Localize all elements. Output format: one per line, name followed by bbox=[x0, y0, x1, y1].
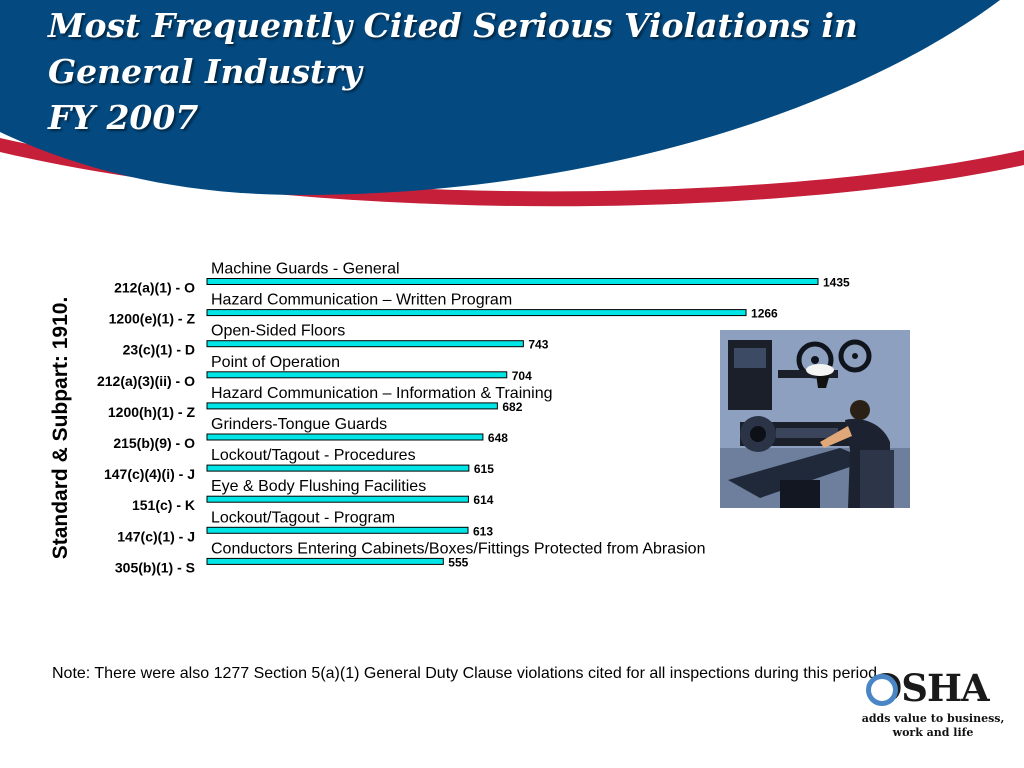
logo-tagline-line-2: work and life bbox=[892, 726, 974, 739]
bar bbox=[206, 340, 524, 348]
category-label: 147(c)(1) - J bbox=[117, 528, 195, 544]
page-title-line-1: Most Frequently Cited Serious Violations… bbox=[48, 6, 858, 45]
data-label: 1266 bbox=[751, 307, 778, 321]
bar bbox=[206, 309, 747, 317]
bar bbox=[206, 464, 470, 472]
bar bbox=[206, 278, 819, 285]
data-label: 682 bbox=[502, 400, 522, 414]
machinist-illustration bbox=[720, 330, 910, 508]
bar-description: Open-Sided Floors bbox=[211, 323, 345, 340]
bar-description: Point of Operation bbox=[211, 354, 340, 371]
violations-bar-chart: Machine Guards - General 1435 212(a)(1) - … bbox=[97, 261, 850, 576]
logo-tagline-line-1: adds value to business, bbox=[861, 712, 1005, 725]
bar bbox=[206, 433, 484, 441]
bar-description: Eye & Body Flushing Facilities bbox=[211, 478, 426, 495]
bar bbox=[206, 526, 469, 534]
bar-description: Grinders-Tongue Guards bbox=[211, 416, 387, 433]
osha-logo: OSHA adds value to business, work and li… bbox=[860, 668, 1010, 748]
category-label: 1200(h)(1) - Z bbox=[108, 404, 196, 420]
category-label: 212(a)(3)(ii) - O bbox=[97, 373, 195, 389]
category-label: 147(c)(4)(i) - J bbox=[104, 466, 195, 482]
bar-description: Hazard Communication – Written Program bbox=[211, 292, 512, 309]
bar-description: Machine Guards - General bbox=[211, 261, 400, 278]
category-label: 215(b)(9) - O bbox=[113, 435, 195, 451]
logo-ring-icon bbox=[866, 674, 898, 706]
data-label: 615 bbox=[474, 462, 494, 476]
data-label: 555 bbox=[448, 555, 468, 569]
data-label: 648 bbox=[488, 431, 508, 445]
bar bbox=[206, 495, 469, 503]
data-label: 613 bbox=[473, 524, 493, 538]
bar-description: Hazard Communication – Information & Tra… bbox=[211, 385, 553, 402]
logo-tagline: adds value to business, work and life bbox=[860, 712, 1006, 740]
data-label: 743 bbox=[528, 338, 548, 352]
bar bbox=[206, 402, 498, 410]
category-label: 1200(e)(1) - Z bbox=[109, 311, 196, 327]
header-blue-field bbox=[0, 0, 1000, 195]
bar-description: Lockout/Tagout - Procedures bbox=[211, 447, 416, 464]
bar bbox=[206, 557, 444, 565]
category-label: 212(a)(1) - O bbox=[114, 280, 195, 296]
category-label: 305(b)(1) - S bbox=[115, 559, 195, 575]
category-label: 23(c)(1) - D bbox=[123, 342, 195, 358]
header-banner bbox=[0, 0, 1024, 207]
data-label: 1435 bbox=[823, 276, 850, 290]
data-label: 614 bbox=[473, 493, 493, 507]
y-axis-label: Standard & Subpart: 1910. bbox=[49, 296, 72, 560]
page-title-line-2: General Industry bbox=[48, 52, 362, 91]
bar-description: Lockout/Tagout - Program bbox=[211, 509, 395, 526]
footnote: Note: There were also 1277 Section 5(a)(… bbox=[52, 665, 882, 682]
data-label: 704 bbox=[512, 369, 532, 383]
page-title-line-3: FY 2007 bbox=[48, 98, 199, 137]
category-label: 151(c) - K bbox=[132, 497, 195, 513]
bar-description: Conductors Entering Cabinets/Boxes/Fitti… bbox=[211, 540, 705, 557]
bar bbox=[206, 371, 508, 379]
